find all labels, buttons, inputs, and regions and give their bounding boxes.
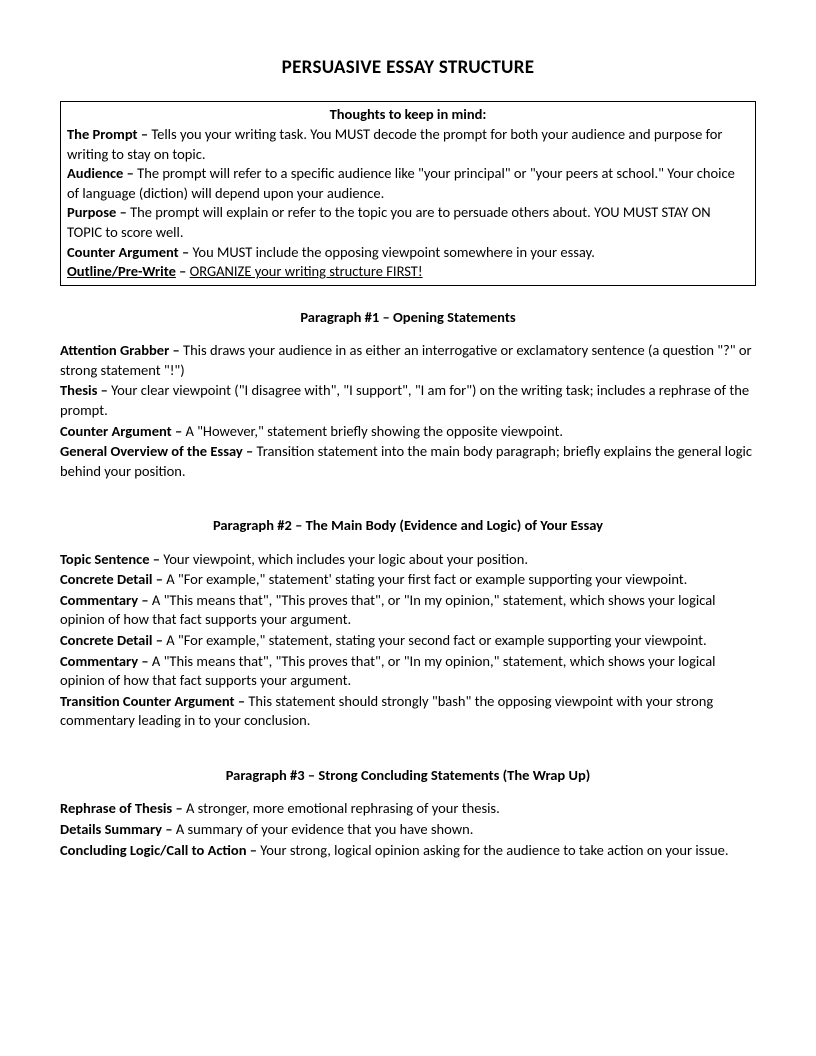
definition: A "For example," statement' stating your… [166,570,687,588]
definition: A stronger, more emotional rephrasing of… [186,799,500,817]
definition: ORGANIZE your writing structure FIRST! [190,262,423,280]
section-item: Topic Sentence – Your viewpoint, which i… [60,550,756,570]
section-item: Commentary – A "This means that", "This … [60,652,756,691]
term: Commentary – [60,591,152,609]
box-item: Audience – The prompt will refer to a sp… [67,164,749,203]
section-item: Thesis – Your clear viewpoint ("I disagr… [60,381,756,420]
box-heading: Thoughts to keep in mind: [67,105,749,125]
section-item: Concluding Logic/Call to Action – Your s… [60,841,756,861]
definition: Tells you your writing task. You MUST de… [67,125,722,163]
section-item: Commentary – A "This means that", "This … [60,591,756,630]
section-item: Attention Grabber – This draws your audi… [60,341,756,380]
page-title: PERSUASIVE ESSAY STRUCTURE [60,55,756,81]
definition: Your clear viewpoint ("I disagree with",… [60,381,749,419]
box-item: The Prompt – Tells you your writing task… [67,125,749,164]
section-item: Counter Argument – A "However," statemen… [60,422,756,442]
term: Commentary – [60,652,152,670]
term: Outline/Pre-Write [67,262,176,280]
term: Transition Counter Argument – [60,692,248,710]
definition: A "This means that", "This proves that",… [60,591,716,629]
section-heading: Paragraph #3 – Strong Concluding Stateme… [60,766,756,786]
term: Concluding Logic/Call to Action – [60,841,260,859]
section-heading: Paragraph #2 – The Main Body (Evidence a… [60,516,756,536]
term-dash: – [176,262,190,280]
definition: Your strong, logical opinion asking for … [260,841,728,859]
definition: A "However," statement briefly showing t… [185,422,563,440]
term: Rephrase of Thesis – [60,799,186,817]
section-item: General Overview of the Essay – Transiti… [60,442,756,481]
term: Details Summary – [60,820,176,838]
term: Attention Grabber – [60,341,183,359]
section-item: Details Summary – A summary of your evid… [60,820,756,840]
section-heading: Paragraph #1 – Opening Statements [60,308,756,328]
term: Audience – [67,164,137,182]
term: The Prompt – [67,125,151,143]
box-item: Outline/Pre-Write – ORGANIZE your writin… [67,262,749,282]
definition: The prompt will explain or refer to the … [67,203,711,241]
definition: A "This means that", "This proves that",… [60,652,716,690]
term: Thesis – [60,381,111,399]
definition: Your viewpoint, which includes your logi… [163,550,528,568]
term: Counter Argument – [60,422,185,440]
box-item: Purpose – The prompt will explain or ref… [67,203,749,242]
definition: You MUST include the opposing viewpoint … [192,243,594,261]
definition: The prompt will refer to a specific audi… [67,164,735,202]
section-body: Attention Grabber – This draws your audi… [60,341,756,481]
thoughts-box: Thoughts to keep in mind: The Prompt – T… [60,101,756,286]
section-item: Rephrase of Thesis – A stronger, more em… [60,799,756,819]
term: Counter Argument – [67,243,192,261]
section-item: Concrete Detail – A "For example," state… [60,570,756,590]
box-item: Counter Argument – You MUST include the … [67,243,749,263]
term: Concrete Detail – [60,570,166,588]
section-body: Topic Sentence – Your viewpoint, which i… [60,550,756,731]
definition: A summary of your evidence that you have… [176,820,474,838]
section-item: Concrete Detail – A "For example," state… [60,631,756,651]
term: Concrete Detail – [60,631,166,649]
definition: A "For example," statement, stating your… [166,631,706,649]
term: Purpose – [67,203,130,221]
section-item: Transition Counter Argument – This state… [60,692,756,731]
term: General Overview of the Essay – [60,442,257,460]
section-body: Rephrase of Thesis – A stronger, more em… [60,799,756,860]
term: Topic Sentence – [60,550,163,568]
